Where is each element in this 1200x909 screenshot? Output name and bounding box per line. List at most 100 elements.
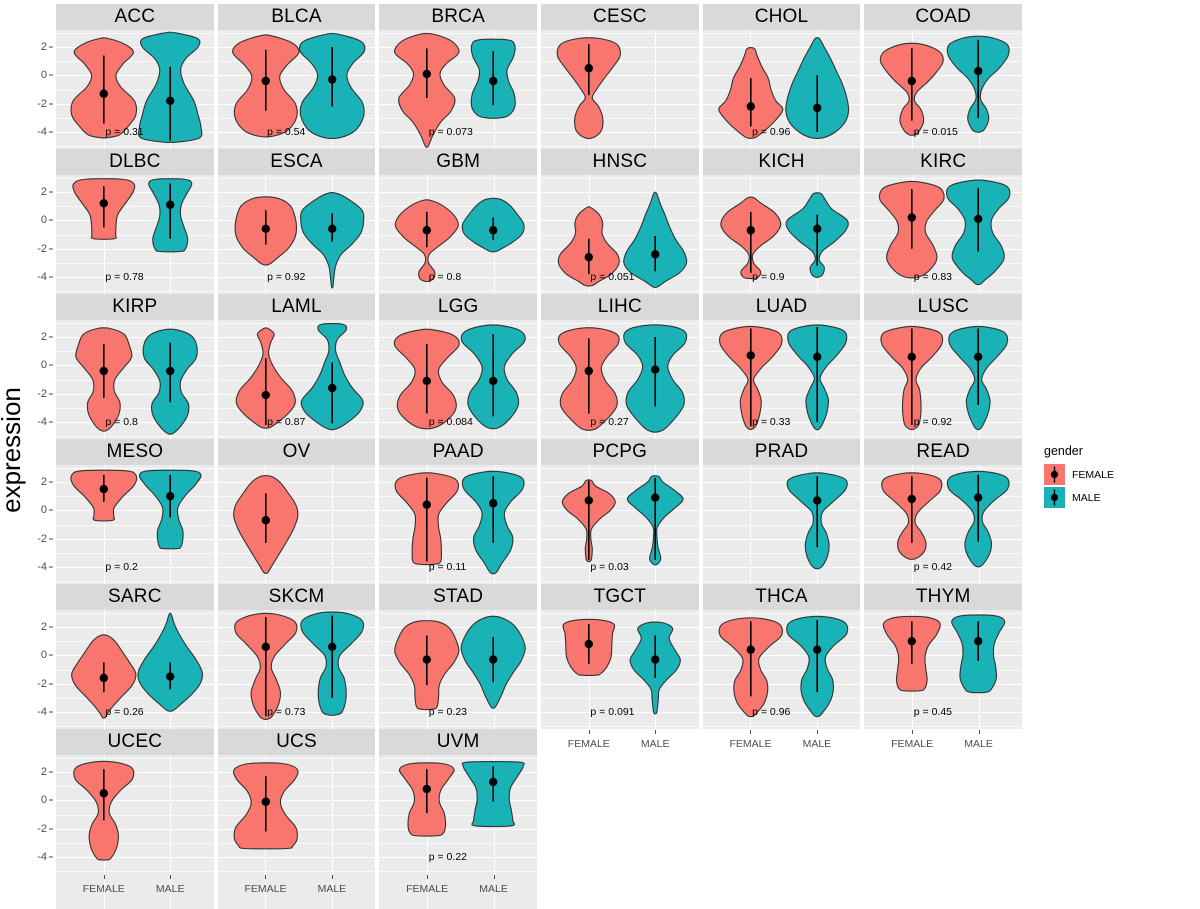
gridline-major-y <box>702 132 861 133</box>
gridline-minor-y <box>379 757 538 759</box>
gridline-major-x <box>750 465 752 584</box>
gridline-minor-y <box>702 262 861 264</box>
gridline-major-y <box>217 482 376 483</box>
facet-strip-label: LUAD <box>702 294 861 320</box>
gridline-major-y <box>217 277 376 278</box>
facet-panel: p = 0.42 <box>864 465 1023 584</box>
violin-panel-lgg <box>394 324 527 430</box>
y-tick-mark <box>49 828 53 830</box>
gridline-minor-y <box>864 234 1023 236</box>
facet-meso: MESO p = 0.2 <box>56 439 214 584</box>
legend-item-female[interactable]: FEMALE <box>1044 464 1194 485</box>
gridline-minor-y <box>379 697 538 699</box>
legend-key-swatch <box>1044 464 1065 485</box>
gridline-minor-y <box>541 61 699 63</box>
y-tick-mark <box>49 566 53 568</box>
gridline-minor-y <box>702 291 861 293</box>
gridline-minor-y <box>541 379 699 381</box>
gridline-minor-y <box>541 581 699 583</box>
gridline-major-y <box>864 712 1023 713</box>
gridline-major-y <box>217 422 376 423</box>
facet-thca: THCA p = 0.96 FEMALE MALE <box>702 584 861 750</box>
gridline-major-y <box>56 712 214 713</box>
gridline-major-y <box>864 132 1023 133</box>
median-point-female <box>261 224 270 234</box>
facet-dlbc: DLBC p = 0.78 <box>56 149 214 294</box>
gridline-minor-y <box>702 407 861 409</box>
p-value-label: p = 0.091 <box>590 705 635 718</box>
median-point-male <box>974 214 983 224</box>
gridline-major-y <box>217 248 376 250</box>
facet-strip-label: LIHC <box>541 294 699 320</box>
facet-gbm: GBM p = 0.8 <box>379 149 538 294</box>
facet-thym: THYM p = 0.45 FEMALE MALE <box>864 584 1023 750</box>
y-tick-label: 0 <box>40 504 47 517</box>
y-tick-mark <box>49 481 53 483</box>
facet-strip-label: ESCA <box>217 149 376 175</box>
facet-coad: COAD p = 0.015 <box>864 4 1023 149</box>
y-tick-label: -4 <box>37 561 47 573</box>
gridline-major-x <box>655 30 657 149</box>
y-tick-label: 2 <box>40 476 47 488</box>
legend-items: FEMALE MALE <box>1044 464 1194 508</box>
gridline-major-y <box>217 712 376 713</box>
violin-panel-prad <box>786 472 848 570</box>
median-point-male <box>812 352 822 362</box>
gridline-minor-y <box>56 612 214 614</box>
gridline-major-y <box>702 482 861 483</box>
median-point-male <box>974 352 983 362</box>
violin-panel-luad <box>718 324 848 431</box>
facet-panel <box>217 465 376 584</box>
gridline-minor-y <box>864 496 1023 498</box>
gridline-major-y <box>217 337 376 338</box>
y-tick-mark <box>49 248 53 250</box>
gridline-minor-y <box>56 524 214 526</box>
gridline-minor-y <box>379 496 538 498</box>
gridline-major-y <box>541 103 699 105</box>
violin-panel-ov <box>232 475 299 575</box>
gridline-minor-y <box>702 669 861 671</box>
median-point-female <box>907 636 917 646</box>
legend-key-swatch <box>1044 487 1065 508</box>
facet-strip-label: DLBC <box>56 149 214 175</box>
gridline-minor-y <box>217 379 376 381</box>
facet-panel: p = 0.27 <box>541 320 699 439</box>
median-point-male <box>812 224 822 234</box>
gridline-major-y <box>217 192 376 193</box>
gridline-minor-y <box>217 436 376 438</box>
gridline-minor-y <box>864 697 1023 699</box>
gridline-minor-y <box>379 32 538 34</box>
y-tick-label: -2 <box>37 387 47 400</box>
p-value-label: p = 0.23 <box>428 705 467 718</box>
facet-panel: p = 0.45 <box>864 610 1023 729</box>
median-point-female <box>422 500 432 509</box>
gridline-minor-y <box>379 581 538 583</box>
facet-lihc: LIHC p = 0.27 <box>541 294 699 439</box>
median-point-male <box>327 75 337 84</box>
y-tick-label: 2 <box>40 186 47 198</box>
gridline-minor-y <box>702 61 861 63</box>
facet-ov: OV <box>217 439 376 584</box>
y-tick-label: 2 <box>40 41 47 53</box>
gridline-minor-y <box>379 351 538 353</box>
p-value-label: p = 0.9 <box>752 270 785 283</box>
gridline-minor-y <box>541 322 699 324</box>
gridline-major-x <box>331 755 333 909</box>
median-point-female <box>907 352 917 362</box>
legend-label: MALE <box>1072 491 1101 504</box>
gridline-minor-y <box>864 669 1023 671</box>
violin-panel-uvm <box>399 760 526 837</box>
gridline-major-y <box>56 422 214 423</box>
legend-label: FEMALE <box>1072 468 1115 481</box>
legend-item-male[interactable]: MALE <box>1044 487 1194 508</box>
violin-panel-lusc <box>880 325 1009 431</box>
gridline-minor-y <box>702 552 861 554</box>
facet-panel <box>541 30 699 149</box>
gridline-minor-y <box>864 407 1023 409</box>
median-point-female <box>99 789 108 798</box>
facet-row: SARC p = 0.26 SKCM p = 0.73 STAD p = 0.23 TGCT… <box>56 584 1026 750</box>
gridline-minor-y <box>56 291 214 293</box>
gridline-minor-y <box>56 842 214 844</box>
gridline-major-y <box>379 538 538 540</box>
gridline-major-y <box>702 567 861 568</box>
